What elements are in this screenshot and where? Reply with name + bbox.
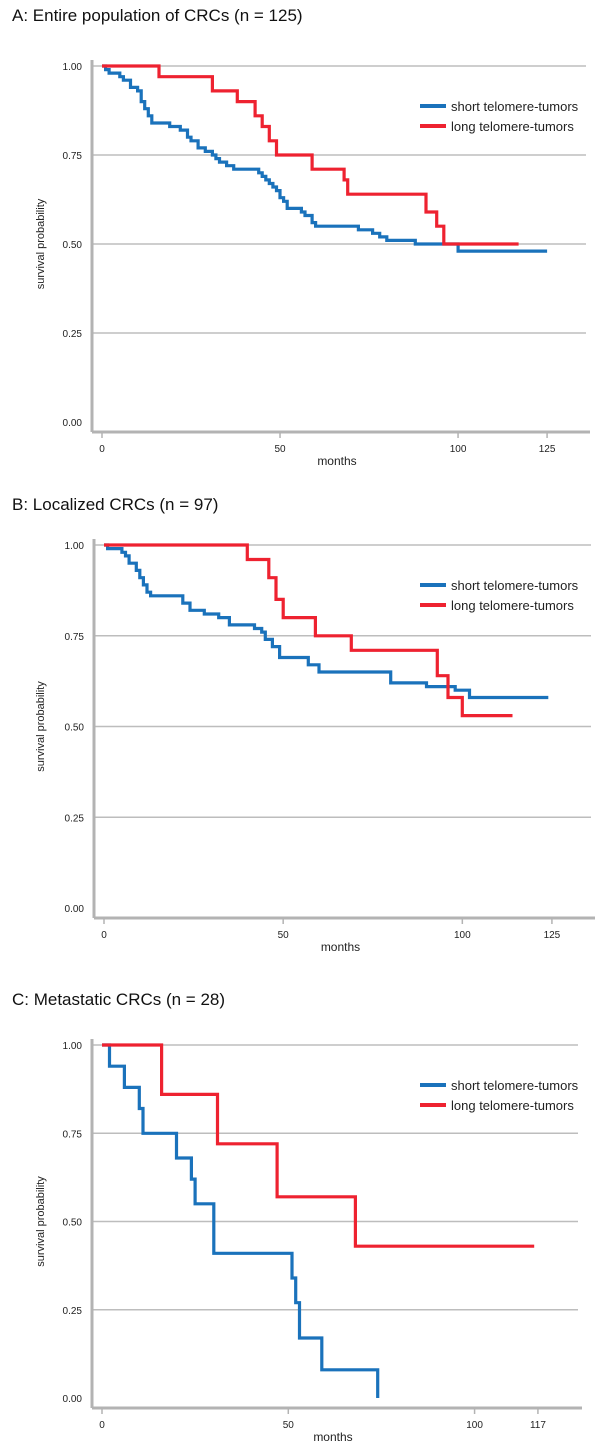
- y-tick-label: 1.00: [63, 1041, 83, 1052]
- x-tick-label: 0: [99, 1420, 105, 1431]
- series-line-long: [104, 543, 513, 718]
- x-tick-label: 0: [101, 930, 107, 941]
- chart-title: B: Localized CRCs (n = 97): [12, 495, 219, 514]
- x-tick-label: 50: [278, 930, 290, 941]
- y-tick-label: 0.00: [63, 1394, 83, 1405]
- chart-svg: 0.00 0.25 0.50 0.75 1.00 0 50 100 125 months survi…: [35, 60, 590, 468]
- y-tick-label: 0.25: [63, 329, 83, 340]
- y-axis-label: survival probability: [35, 198, 47, 289]
- y-tick-label: 0.75: [63, 151, 83, 162]
- x-axis-label: months: [313, 1430, 352, 1444]
- y-tick-label: 0.50: [63, 240, 83, 251]
- y-axis-label: survival probability: [35, 1176, 47, 1267]
- chart-title: A: Entire population of CRCs (n = 125): [12, 6, 303, 25]
- legend-label: long telomere-tumors: [451, 1098, 574, 1113]
- x-tick-label: 117: [530, 1420, 546, 1431]
- x-axis-label: months: [317, 454, 356, 468]
- x-tick-label: 100: [454, 930, 471, 941]
- y-tick-label: 0.25: [65, 813, 85, 824]
- series-line-long: [102, 1043, 535, 1248]
- x-tick-label: 50: [283, 1420, 295, 1431]
- y-tick-label: 1.00: [63, 62, 83, 73]
- y-tick-label: 0.25: [63, 1306, 83, 1317]
- series-line-short: [104, 543, 549, 700]
- x-tick-label: 0: [99, 444, 105, 455]
- chart-panel-c: C: Metastatic CRCs (n = 28) 0.00 0.25 0.50…: [0, 990, 609, 1454]
- legend-label: short telomere-tumors: [451, 99, 579, 114]
- y-tick-label: 0.00: [63, 418, 83, 429]
- series-line-long: [102, 64, 519, 246]
- y-tick-label: 0.75: [65, 632, 85, 643]
- y-tick-label: 1.00: [65, 541, 85, 552]
- chart-svg: 0.00 0.25 0.50 0.75 1.00 0 50 100 117 months survi…: [35, 1039, 582, 1444]
- chart-svg: 0.00 0.25 0.50 0.75 1.00 0 50 100 125 months survi…: [35, 539, 595, 954]
- legend-label: short telomere-tumors: [451, 1078, 579, 1093]
- chart-panel-b: B: Localized CRCs (n = 97) 0.00 0.25 0.50 0…: [0, 495, 609, 965]
- y-tick-label: 0.75: [63, 1129, 83, 1140]
- x-tick-label: 50: [274, 444, 286, 455]
- x-tick-label: 125: [544, 930, 561, 941]
- x-tick-label: 100: [466, 1420, 483, 1431]
- chart-title: C: Metastatic CRCs (n = 28): [12, 990, 226, 1009]
- series-line-short: [102, 1043, 380, 1398]
- legend-label: long telomere-tumors: [451, 598, 574, 613]
- y-tick-label: 0.50: [65, 723, 85, 734]
- legend-label: short telomere-tumors: [451, 578, 579, 593]
- y-tick-label: 0.00: [65, 904, 85, 915]
- legend-label: long telomere-tumors: [451, 119, 574, 134]
- y-tick-label: 0.50: [63, 1218, 83, 1229]
- x-tick-label: 100: [450, 444, 467, 455]
- x-axis-label: months: [321, 940, 360, 954]
- x-tick-label: 125: [539, 444, 556, 455]
- y-axis-label: survival probability: [35, 681, 47, 772]
- chart-panel-a: A: Entire population of CRCs (n = 125) 0…: [0, 6, 609, 476]
- series-line-short: [102, 64, 548, 253]
